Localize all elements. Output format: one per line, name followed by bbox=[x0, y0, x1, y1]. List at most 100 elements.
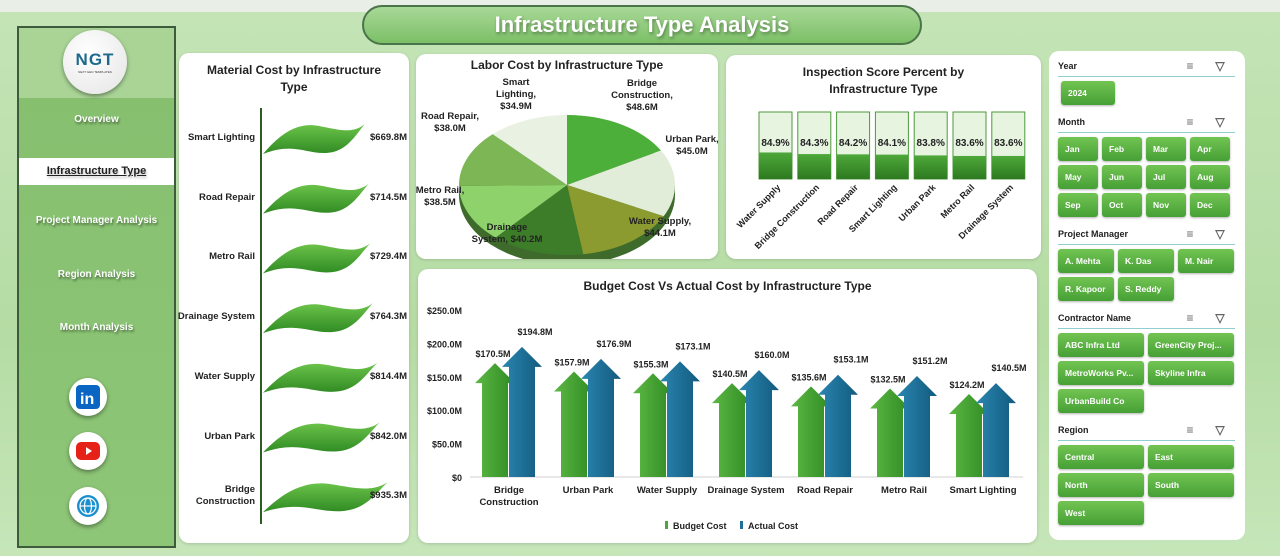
page-title: Infrastructure Type Analysis bbox=[362, 5, 922, 45]
flag-bar bbox=[263, 422, 380, 453]
slicer-button[interactable]: MetroWorks Pv... bbox=[1058, 361, 1144, 385]
slicer-button[interactable]: GreenCity Proj... bbox=[1148, 333, 1234, 357]
slicer-button[interactable]: Oct bbox=[1102, 193, 1142, 217]
slicer-button[interactable]: North bbox=[1058, 473, 1144, 497]
clear-filter-icon[interactable]: ▽ bbox=[1215, 114, 1225, 129]
slicer-button[interactable]: Jan bbox=[1058, 137, 1098, 161]
clear-filter-icon[interactable]: ▽ bbox=[1215, 58, 1225, 73]
slicer-button[interactable]: South bbox=[1148, 473, 1234, 497]
slicer-header: Year ≡ ▽ bbox=[1058, 55, 1235, 77]
slicer-button[interactable]: Central bbox=[1058, 445, 1144, 469]
data-label: $729.4M bbox=[370, 251, 407, 263]
slicer-items: 2024 bbox=[1061, 81, 1235, 105]
flag-bar bbox=[263, 243, 370, 274]
data-label: $132.5M bbox=[870, 374, 905, 384]
nav-region-analysis[interactable]: Region Analysis bbox=[57, 269, 136, 280]
nav-month-analysis[interactable]: Month Analysis bbox=[59, 322, 134, 333]
slicer-button[interactable]: Apr bbox=[1190, 137, 1230, 161]
slicer-button[interactable]: Nov bbox=[1146, 193, 1186, 217]
nav-project-manager-analysis[interactable]: Project Manager Analysis bbox=[35, 215, 158, 226]
score-bar bbox=[797, 154, 831, 179]
category-label: Metro Rail bbox=[209, 251, 255, 263]
multi-select-icon[interactable]: ≡ bbox=[1186, 114, 1194, 129]
clear-filter-icon[interactable]: ▽ bbox=[1215, 310, 1225, 325]
score-bar bbox=[914, 155, 948, 179]
data-label: $935.3M bbox=[370, 490, 407, 502]
score-bar bbox=[875, 154, 909, 179]
budget-cost-arrow bbox=[712, 383, 752, 477]
logo-subtext: NEXT GEN TEMPLATES bbox=[78, 70, 112, 74]
slicer-button[interactable]: M. Nair bbox=[1178, 249, 1234, 273]
category-label: Bridge Construction bbox=[479, 485, 539, 508]
nav-overview[interactable]: Overview bbox=[74, 114, 119, 125]
slicer-items: ABC Infra Ltd GreenCity Proj... MetroWorks… bbox=[1058, 333, 1235, 413]
pie-slice bbox=[459, 134, 567, 186]
data-label: $176.9M bbox=[596, 339, 631, 349]
logo-text: NGT bbox=[75, 50, 115, 69]
slicer-button[interactable]: R. Kapoor bbox=[1058, 277, 1114, 301]
slicer-button[interactable]: S. Reddy bbox=[1118, 277, 1174, 301]
slicer-button[interactable]: A. Mehta bbox=[1058, 249, 1114, 273]
multi-select-icon[interactable]: ≡ bbox=[1186, 226, 1194, 241]
slicer-button[interactable]: UrbanBuild Co bbox=[1058, 389, 1144, 413]
slicer-button[interactable]: West bbox=[1058, 501, 1144, 525]
data-label: Road Repair, $38.0M bbox=[420, 111, 480, 134]
multi-select-icon[interactable]: ≡ bbox=[1186, 310, 1194, 325]
y-tick-label: $200.0M bbox=[427, 339, 462, 349]
website-button[interactable] bbox=[69, 487, 107, 525]
slicer-button[interactable]: ABC Infra Ltd bbox=[1058, 333, 1144, 357]
multi-select-icon[interactable]: ≡ bbox=[1186, 58, 1194, 73]
slicer-button[interactable]: Dec bbox=[1190, 193, 1230, 217]
flag-bar bbox=[263, 303, 373, 334]
legend-marker-actual bbox=[740, 521, 743, 529]
data-label: 84.2% bbox=[839, 138, 867, 149]
slicer-button[interactable]: May bbox=[1058, 165, 1098, 189]
score-bar bbox=[759, 152, 792, 179]
clear-filter-icon[interactable]: ▽ bbox=[1215, 226, 1225, 241]
actual-cost-arrow bbox=[581, 358, 621, 477]
slicer-button[interactable]: Mar bbox=[1146, 137, 1186, 161]
y-tick-label: $0 bbox=[452, 473, 462, 483]
linkedin-button[interactable]: in bbox=[69, 378, 107, 416]
slicer-button[interactable]: 2024 bbox=[1061, 81, 1115, 105]
legend-label: Actual Cost bbox=[748, 521, 798, 531]
data-label: $764.3M bbox=[370, 311, 407, 323]
actual-cost-arrow bbox=[660, 361, 700, 477]
y-tick-label: $100.0M bbox=[427, 406, 462, 416]
actual-cost-arrow bbox=[818, 374, 858, 477]
youtube-button[interactable] bbox=[69, 432, 107, 470]
category-label: Metro Rail bbox=[939, 182, 977, 220]
budget-vs-actual-card: Budget Cost Vs Actual Cost by Infrastruc… bbox=[418, 269, 1037, 543]
chart-title: Inspection Score Percent by Infrastructu… bbox=[802, 65, 965, 96]
y-tick-label: $50.0M bbox=[432, 440, 462, 450]
slicer-button[interactable]: Sep bbox=[1058, 193, 1098, 217]
y-tick-label: $150.0M bbox=[427, 373, 462, 383]
slicer-button[interactable]: K. Das bbox=[1118, 249, 1174, 273]
category-label: Bridge Construction bbox=[753, 182, 822, 251]
slicer-button[interactable]: Feb bbox=[1102, 137, 1142, 161]
data-label: $194.8M bbox=[517, 327, 552, 337]
data-label: 83.6% bbox=[994, 138, 1022, 149]
material-cost-chart bbox=[260, 108, 388, 524]
chart-title: Budget Cost Vs Actual Cost by Infrastruc… bbox=[583, 279, 872, 293]
slicer-button[interactable]: Skyline Infra bbox=[1148, 361, 1234, 385]
nav-infrastructure-type[interactable]: Infrastructure Type bbox=[19, 158, 174, 185]
multi-select-icon[interactable]: ≡ bbox=[1186, 422, 1194, 437]
budget-vs-actual-chart: $0 $50.0M $100.0M $150.0M $200.0M $250.0M $170… bbox=[427, 306, 1027, 531]
category-label: Road Repair bbox=[797, 485, 853, 496]
data-label: $140.5M bbox=[991, 363, 1026, 373]
slicer-header: Month ≡ ▽ bbox=[1058, 111, 1235, 133]
slicer-button[interactable]: Jun bbox=[1102, 165, 1142, 189]
data-label: $842.0M bbox=[370, 430, 407, 442]
material-cost-card: Material Cost by Infrastructure Type Sma… bbox=[178, 53, 409, 543]
slicer-button[interactable]: Aug bbox=[1190, 165, 1230, 189]
slicer-button[interactable]: East bbox=[1148, 445, 1234, 469]
data-label: Drainage System, $40.2M bbox=[471, 222, 543, 245]
data-label: $124.2M bbox=[949, 380, 984, 390]
slicer-button[interactable]: Jul bbox=[1146, 165, 1186, 189]
pie-slice bbox=[495, 185, 584, 256]
clear-filter-icon[interactable]: ▽ bbox=[1215, 422, 1225, 437]
category-label: Urban Park bbox=[562, 485, 614, 496]
slicer-header: Project Manager ≡ ▽ bbox=[1058, 223, 1235, 245]
data-label: $151.2M bbox=[912, 356, 947, 366]
